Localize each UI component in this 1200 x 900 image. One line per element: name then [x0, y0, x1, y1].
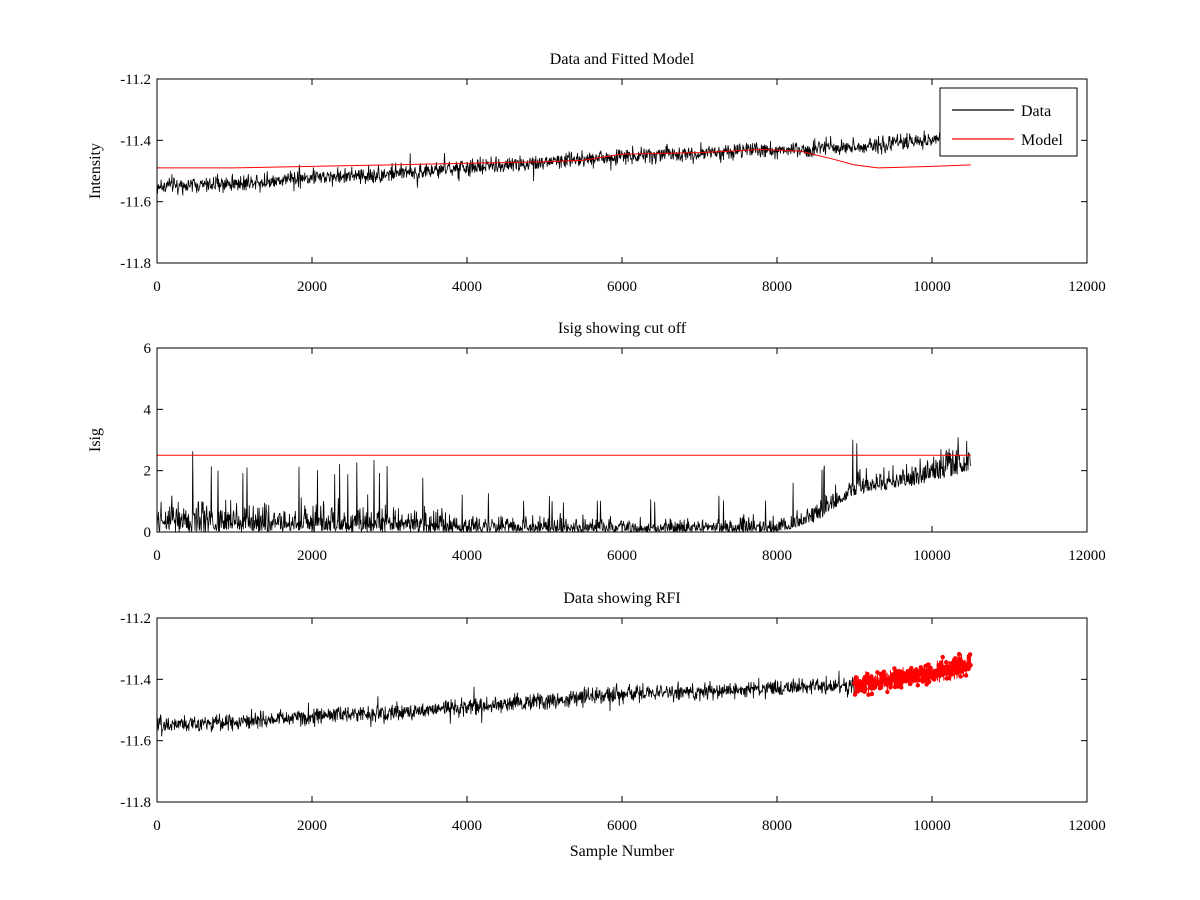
rfi-marker: [963, 673, 969, 678]
rfi-marker: [940, 654, 945, 660]
x-axis-label: Sample Number: [570, 843, 675, 860]
y-tick-label: -11.6: [120, 195, 151, 211]
rfi-marker: [958, 674, 963, 679]
rfi-marker: [952, 656, 958, 661]
x-tick-label: 12000: [1068, 818, 1106, 834]
legend-label: Data: [1021, 103, 1051, 120]
rfi-marker: [949, 672, 955, 677]
x-tick-label: 10000: [913, 279, 951, 295]
x-tick-label: 6000: [607, 548, 637, 564]
plot-title: Isig showing cut off: [558, 320, 687, 337]
x-tick-label: 8000: [762, 279, 792, 295]
rfi-marker: [852, 692, 858, 697]
rfi-marker: [968, 663, 973, 668]
x-tick-label: 0: [153, 279, 161, 295]
plot-frame: [156, 347, 1088, 533]
rfi-marker: [956, 651, 962, 657]
rfi-marker: [866, 692, 871, 697]
x-tick-label: 2000: [297, 279, 327, 295]
x-tick-label: 2000: [297, 818, 327, 834]
y-tick-label: 4: [144, 402, 152, 418]
rfi-marker: [853, 675, 859, 680]
rfi-marker: [955, 670, 961, 675]
legend-label: Model: [1021, 132, 1063, 149]
legend-box: [939, 87, 1078, 157]
y-tick-label: -11.8: [120, 256, 151, 272]
rfi-marker: [947, 675, 952, 681]
y-tick-label: -11.4: [120, 133, 151, 149]
series-data: [156, 125, 972, 196]
series-line: [157, 148, 971, 169]
rfi-marker: [909, 665, 914, 671]
rfi-marker: [915, 683, 920, 688]
rfi-marker: [889, 678, 895, 683]
x-tick-label: 6000: [607, 818, 637, 834]
rfi-marker: [882, 672, 887, 678]
y-axis-label: Intensity: [87, 143, 104, 199]
series-model: [157, 148, 971, 169]
series-line: [156, 437, 972, 534]
rfi-marker: [885, 689, 890, 695]
y-tick-label: -11.2: [120, 611, 151, 627]
rfi-marker: [887, 681, 893, 687]
x-tick-label: 4000: [452, 548, 482, 564]
rfi-marker: [928, 665, 933, 671]
rfi-marker: [888, 685, 893, 690]
panel-1: 0 2000 4000 6000 8000 10000 12000 -11.8 -11.6 -11…: [87, 51, 1106, 295]
rfi-marker: [877, 686, 883, 691]
rfi-marker: [927, 679, 932, 684]
panel-2: 0 2000 4000 6000 8000 10000 12000 0 2 4 6 Isig show…: [87, 320, 1106, 564]
x-tick-label: 2000: [297, 548, 327, 564]
series-line: [156, 125, 972, 196]
x-tick-label: 6000: [607, 279, 637, 295]
rfi-marker: [908, 681, 913, 687]
x-tick-label: 0: [153, 548, 161, 564]
x-tick-label: 0: [153, 818, 161, 834]
y-tick-label: 6: [144, 341, 152, 357]
rfi-marker: [917, 678, 922, 683]
plot-title: Data showing RFI: [563, 590, 680, 607]
rfi-marker: [939, 660, 944, 665]
rfi-marker: [899, 685, 904, 690]
rfi-marker: [926, 662, 931, 667]
x-tick-label: 10000: [913, 818, 951, 834]
rfi-marker: [863, 686, 868, 692]
y-tick-label: -11.4: [120, 672, 151, 688]
panel-3: 0 2000 4000 6000 8000 10000 12000 -11.8 -11.6 -11…: [120, 590, 1105, 860]
x-tick-label: 10000: [913, 548, 951, 564]
plot-frame: [156, 617, 1088, 803]
rfi-markers: [852, 651, 973, 697]
y-tick-label: -11.6: [120, 734, 151, 750]
series-isig: [156, 437, 972, 534]
rfi-marker: [896, 674, 901, 680]
y-tick-label: 2: [144, 464, 152, 480]
x-tick-label: 4000: [452, 818, 482, 834]
y-tick-label: 0: [144, 525, 152, 541]
rfi-marker: [921, 678, 926, 683]
x-tick-label: 12000: [1068, 548, 1106, 564]
rfi-marker: [906, 676, 911, 681]
series-rfi: [852, 651, 973, 697]
series-data: [156, 670, 855, 737]
series-line: [156, 670, 855, 737]
rfi-marker: [865, 671, 870, 677]
x-tick-label: 8000: [762, 548, 792, 564]
plot-title: Data and Fitted Model: [550, 51, 695, 68]
legend: Data Model: [939, 87, 1078, 157]
rfi-marker: [869, 691, 875, 697]
rfi-marker: [967, 652, 973, 657]
y-tick-label: -11.2: [120, 72, 151, 88]
x-tick-label: 8000: [762, 818, 792, 834]
y-axis-label: Isig: [87, 428, 104, 452]
x-tick-label: 12000: [1068, 279, 1106, 295]
x-tick-label: 4000: [452, 279, 482, 295]
rfi-marker: [932, 677, 937, 682]
rfi-marker: [944, 660, 949, 665]
y-tick-label: -11.8: [120, 795, 151, 811]
